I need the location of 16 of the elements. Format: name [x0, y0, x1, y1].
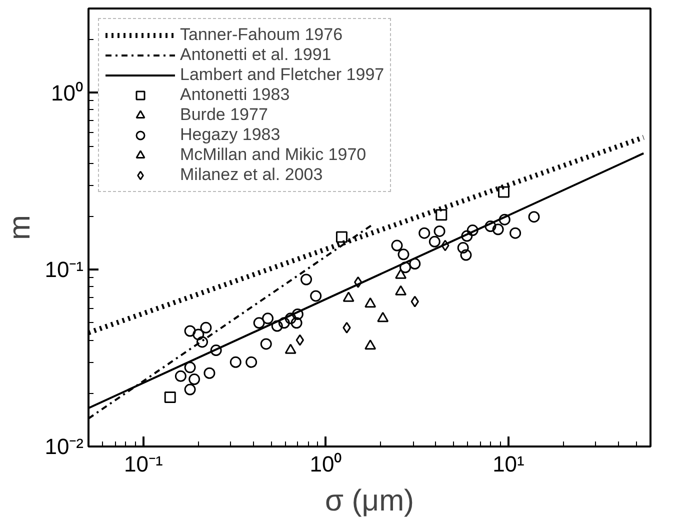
x-tick-label: 10¹ [492, 452, 524, 476]
legend-label: McMillan and Mikic 1970 [180, 145, 366, 165]
x-axis-title: σ (μm) [324, 484, 414, 518]
legend-label: Burde 1977 [180, 105, 268, 125]
legend-label: Antonetti et al. 1991 [180, 45, 332, 65]
x-tick-label: 10⁻¹ [124, 452, 163, 476]
legend-label: Milanez et al. 2003 [180, 165, 323, 185]
legend-label: Antonetti 1983 [180, 85, 290, 105]
y-axis-title: m [4, 214, 37, 240]
x-tick-label: 10⁰ [310, 452, 342, 476]
y-tick-label: 10⁻¹ [44, 257, 84, 282]
legend-label: Tanner-Fahoum 1976 [180, 25, 343, 45]
legend-label: Lambert and Fletcher 1997 [180, 65, 384, 85]
legend-label: Hegazy 1983 [180, 125, 280, 145]
y-tick-label: 10⁰ [51, 80, 84, 106]
y-tick-label: 10⁻² [44, 434, 84, 459]
